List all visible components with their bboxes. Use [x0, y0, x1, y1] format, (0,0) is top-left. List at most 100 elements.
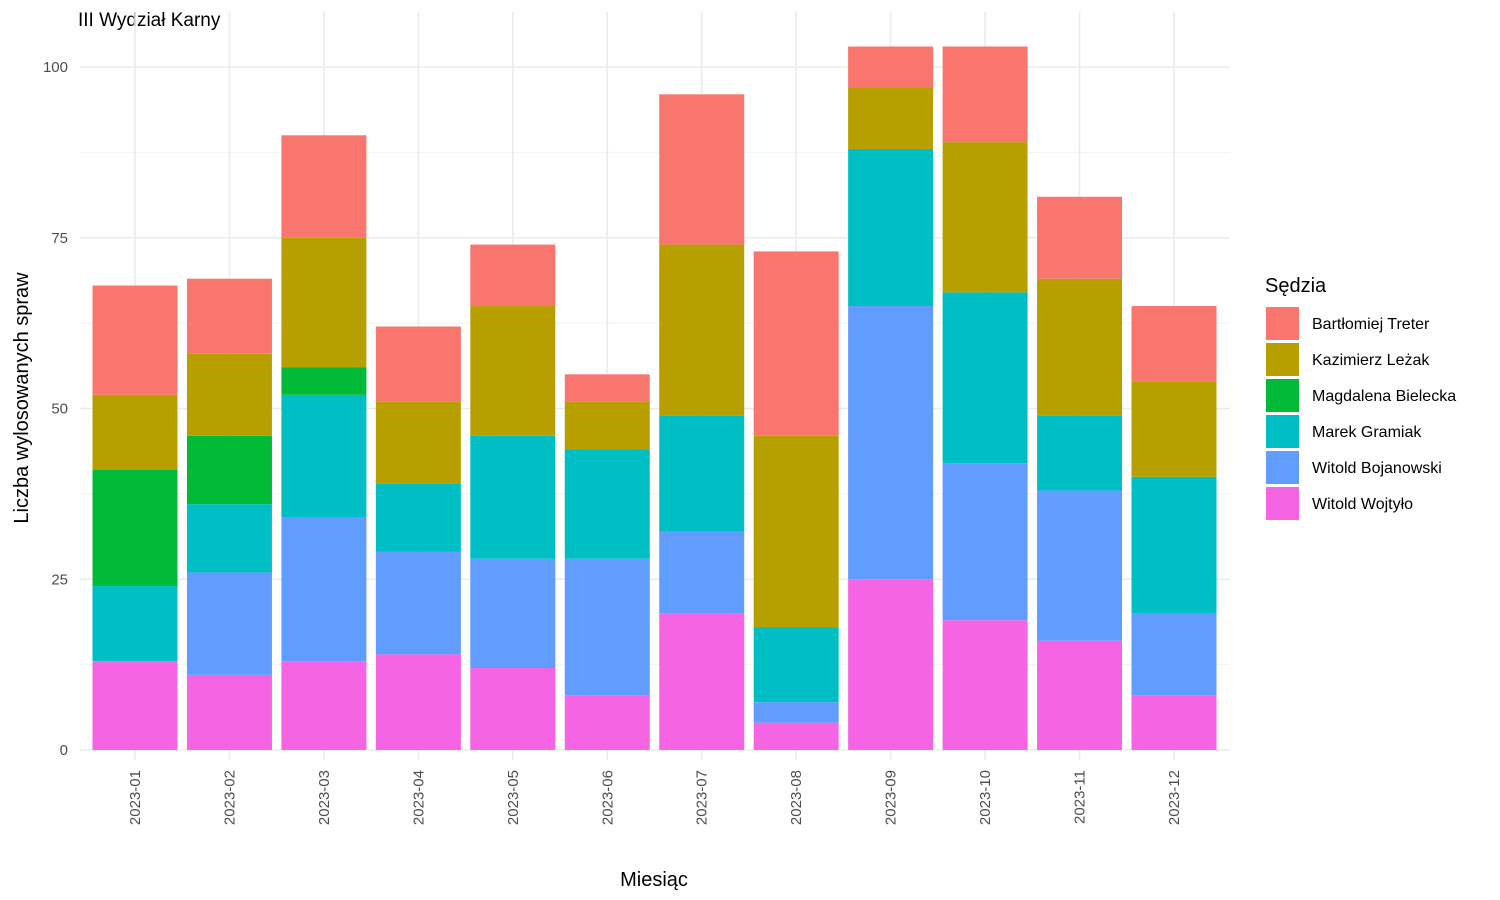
bar-segment: [942, 620, 1028, 750]
bar-segment: [92, 661, 178, 750]
bar-segment: [375, 401, 461, 484]
bar-segment: [92, 394, 178, 470]
bar-segment: [375, 483, 461, 552]
bar-segment: [564, 558, 650, 696]
x-tick-label: 2023-08: [788, 770, 805, 825]
y-tick-label: 50: [51, 401, 68, 418]
bar-segment: [92, 586, 178, 662]
x-tick-label: 2023-11: [1072, 770, 1089, 824]
bar-segment: [564, 401, 650, 450]
legend-swatch: [1266, 343, 1299, 376]
legend-swatch: [1266, 451, 1299, 484]
bar-segment: [753, 251, 839, 436]
bar-segment: [375, 654, 461, 750]
bar-segment: [186, 504, 272, 573]
bar-segment: [1037, 415, 1123, 491]
legend-title: Sędzia: [1265, 275, 1327, 297]
bar-segment: [1037, 640, 1123, 750]
bar-segment: [1037, 278, 1123, 416]
x-tick-label: 2023-12: [1166, 770, 1183, 825]
x-tick-label: 2023-10: [977, 770, 994, 825]
bar-segment: [281, 394, 367, 518]
y-tick-label: 0: [60, 742, 68, 759]
bar-segment: [1131, 381, 1217, 477]
bar-segment: [1037, 490, 1123, 641]
bar-segment: [659, 94, 745, 245]
x-tick-label: 2023-01: [127, 770, 144, 825]
bars: [92, 46, 1217, 750]
bar-segment: [1131, 476, 1217, 614]
legend-swatch: [1266, 379, 1299, 412]
bar-segment: [659, 531, 745, 614]
x-tick-label: 2023-09: [883, 770, 900, 825]
legend-swatch: [1266, 307, 1299, 340]
bar-segment: [375, 551, 461, 655]
y-tick-label: 25: [51, 571, 68, 588]
bar-segment: [92, 285, 178, 395]
bar-segment: [848, 46, 934, 88]
legend-label: Witold Bojanowski: [1312, 460, 1442, 477]
bar-segment: [470, 306, 556, 436]
bar-segment: [942, 463, 1028, 621]
bar-segment: [848, 87, 934, 149]
legend-label: Marek Gramiak: [1312, 424, 1422, 441]
bar-segment: [281, 661, 367, 750]
bar-segment: [659, 613, 745, 750]
bar-segment: [942, 142, 1028, 293]
y-axis-title: Liczba wylosowanych spraw: [11, 272, 33, 524]
x-tick-label: 2023-03: [316, 770, 333, 825]
bar-segment: [186, 572, 272, 675]
bar-segment: [564, 374, 650, 402]
bar-segment: [942, 292, 1028, 464]
legend-label: Bartłomiej Treter: [1312, 316, 1430, 333]
bar-segment: [281, 367, 367, 395]
bar-segment: [1131, 306, 1217, 382]
legend-label: Kazimierz Leżak: [1312, 352, 1430, 369]
bar-segment: [470, 668, 556, 750]
bar-segment: [281, 517, 367, 662]
bar-segment: [659, 244, 745, 416]
bar-segment: [281, 237, 367, 368]
bar-segment: [281, 135, 367, 238]
legend-swatch: [1266, 415, 1299, 448]
x-tick-label: 2023-06: [599, 770, 616, 825]
bar-segment: [186, 278, 272, 354]
bar-segment: [753, 435, 839, 628]
x-tick-label: 2023-04: [410, 770, 427, 825]
x-axis-ticks: 2023-01 2023-02 2023-03 2023-04 2023-05 2023-…: [127, 770, 1183, 825]
y-tick-label: 100: [43, 59, 68, 76]
x-tick-label: 2023-05: [505, 770, 522, 825]
bar-segment: [848, 306, 934, 580]
bar-segment: [942, 46, 1028, 143]
y-axis-ticks: 0 25 50 75 100: [43, 59, 68, 759]
legend-label: Witold Wojtyło: [1312, 496, 1413, 513]
bar-segment: [659, 415, 745, 532]
legend-label: Magdalena Bielecka: [1312, 388, 1456, 405]
bar-segment: [848, 148, 934, 307]
bar-segment: [753, 722, 839, 750]
bar-segment: [1131, 613, 1217, 696]
bar-segment: [753, 627, 839, 703]
bar-segment: [564, 695, 650, 750]
bar-segment: [186, 674, 272, 750]
bar-segment: [375, 326, 461, 402]
bar-segment: [753, 702, 839, 723]
bar-segment: [186, 353, 272, 436]
y-tick-label: 75: [51, 230, 68, 247]
legend-swatch: [1266, 487, 1299, 520]
bar-segment: [470, 558, 556, 669]
bar-segment: [1131, 695, 1217, 750]
bar-segment: [186, 435, 272, 505]
bar-segment: [92, 469, 178, 587]
legend: Sędzia Bartłomiej Treter Kazimierz Leżak M…: [1265, 275, 1456, 520]
bar-segment: [1037, 196, 1123, 279]
bar-segment: [564, 449, 650, 559]
x-axis-title: Miesiąc: [620, 869, 688, 891]
x-tick-label: 2023-02: [221, 770, 238, 825]
bar-segment: [470, 435, 556, 559]
x-tick-label: 2023-07: [694, 770, 711, 825]
bar-segment: [470, 244, 556, 307]
chart-title: III Wydział Karny: [78, 10, 221, 31]
bar-segment: [848, 579, 934, 750]
